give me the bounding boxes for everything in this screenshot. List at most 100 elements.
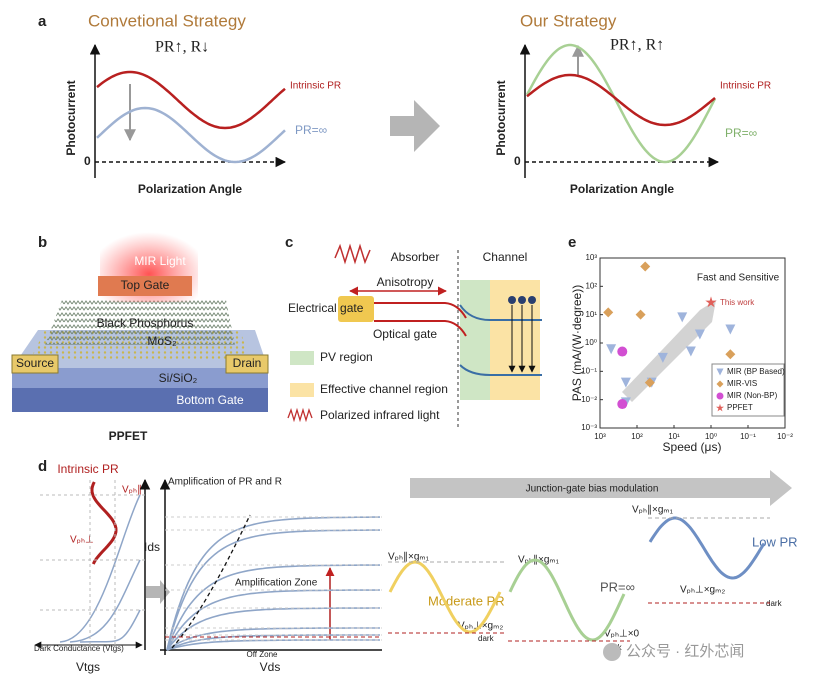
- label: Vds: [260, 660, 281, 674]
- caption: PPFET: [109, 429, 148, 443]
- y-tick-label: 10³: [585, 253, 597, 262]
- title: Amplification of PR and R: [168, 477, 282, 488]
- boundary: [171, 514, 251, 649]
- panel-label: c: [285, 234, 293, 251]
- x-tick-label: 10⁻¹: [740, 432, 756, 441]
- band: [459, 304, 542, 321]
- band: [374, 302, 467, 319]
- label: Ids: [144, 540, 160, 554]
- label: Vₚₕ⊥: [70, 535, 94, 546]
- x-label: Polarization Angle: [570, 182, 675, 196]
- label: Channel: [483, 250, 528, 264]
- arrow: [410, 470, 792, 506]
- point: [617, 346, 628, 357]
- x-label: Polarization Angle: [138, 182, 243, 196]
- point: [644, 377, 655, 388]
- curve: [166, 639, 380, 651]
- label: Top Gate: [121, 278, 170, 292]
- legend-label: PV region: [320, 350, 373, 364]
- curve: [525, 43, 717, 164]
- drain: [225, 354, 269, 374]
- point: [694, 329, 705, 340]
- annotation: Fast and Sensitive: [697, 273, 780, 284]
- curve-label: PR=∞: [295, 123, 327, 137]
- label: Absorber: [391, 250, 440, 264]
- label: dark: [766, 599, 783, 608]
- curve: [79, 609, 141, 643]
- label: Bottom Gate: [176, 393, 244, 407]
- panel-d: Intrinsic PR Vₚₕ∥ Vₚₕ⊥ Vtgs Dark Conduct…: [34, 462, 798, 674]
- panel-e: PAS (mA/(W·degree)) Speed (μs) Fast and …: [570, 253, 793, 454]
- legend-label: Polarized infrared light: [320, 408, 440, 422]
- label: Vₚₕ∥×gₘ₁: [388, 552, 430, 563]
- label: Dark Conductance (Vtgs): [34, 644, 124, 653]
- legend-swatch: [287, 407, 313, 423]
- point: [620, 377, 631, 388]
- x-label: Speed (μs): [663, 440, 722, 454]
- legend-swatch: [290, 351, 314, 365]
- panel-label: b: [38, 234, 47, 251]
- arrow: [390, 100, 440, 152]
- label: PR=∞: [600, 579, 635, 594]
- panel-b: MIR Light Top Gate Black Phosphorus MoS₂…: [11, 232, 269, 443]
- curve: [166, 564, 380, 651]
- curve-label: Intrinsic PR: [290, 81, 341, 92]
- legend-marker: [716, 380, 724, 388]
- point: [606, 344, 617, 355]
- label: MoS₂: [147, 334, 177, 348]
- watermark: 公众号 · 红外芯闻: [626, 643, 744, 660]
- x-tick-label: 10⁰: [705, 432, 717, 441]
- title: Our Strategy: [520, 11, 617, 30]
- effect: PR↑, R↑: [610, 37, 664, 54]
- y-label: PAS (mA/(W·degree)): [570, 285, 584, 401]
- legend-marker: [716, 392, 724, 400]
- legend-swatch: [290, 383, 314, 397]
- legend-label: Effective channel region: [320, 382, 448, 396]
- panel-a-left: Convetional Strategy PR↑, R↓ 0 Photocurr…: [64, 11, 341, 196]
- point: [725, 324, 736, 335]
- curve: [59, 494, 141, 643]
- label: Vₚₕ⊥×0: [604, 629, 640, 640]
- highlight: This work: [720, 298, 755, 307]
- panel-c: Absorber Channel Anisotropy Electrical g…: [287, 243, 542, 430]
- x-tick-label: 10³: [594, 432, 606, 441]
- legend-label: MIR-VIS: [727, 379, 757, 388]
- point: [705, 296, 717, 308]
- curve: [96, 70, 286, 130]
- curve: [648, 516, 766, 580]
- y-tick-label: 10⁻¹: [581, 366, 597, 375]
- label: Optical gate: [373, 327, 437, 341]
- label: Off Zone: [247, 650, 279, 659]
- substrate: [12, 368, 268, 388]
- panel-a-right: Our Strategy PR↑, R↑ 0 Photocurrent Pola…: [494, 11, 771, 196]
- label: Electrical gate: [288, 301, 364, 315]
- curve: [166, 516, 380, 651]
- point: [617, 399, 628, 410]
- label: Amplification Zone: [235, 578, 318, 589]
- source: [11, 354, 59, 374]
- label: Drain: [233, 356, 262, 370]
- curve-label: PR=∞: [725, 126, 757, 140]
- label: MIR Light: [134, 254, 186, 268]
- y-tick-label: 10⁻²: [581, 395, 597, 404]
- legend: [711, 363, 785, 417]
- label: Black Phosphorus: [97, 316, 194, 330]
- top-gate: [98, 276, 192, 296]
- label: Source: [16, 356, 54, 370]
- panel-label: e: [568, 234, 576, 251]
- x-tick-label: 10²: [631, 432, 643, 441]
- curve: [526, 73, 716, 127]
- pv-region: [460, 280, 490, 400]
- label: Vₚₕ∥×gₘ₁: [632, 505, 674, 516]
- arrow: [146, 580, 170, 604]
- x-tick-label: 10¹: [668, 432, 680, 441]
- gate-box: [338, 296, 374, 322]
- black-phosphorus: [45, 300, 235, 345]
- label: dark: [478, 634, 495, 643]
- legend-marker: [716, 403, 724, 412]
- band: [374, 320, 467, 337]
- label: Vₚₕ⊥×gₘ₂: [680, 585, 725, 596]
- label: Low PR: [752, 534, 798, 549]
